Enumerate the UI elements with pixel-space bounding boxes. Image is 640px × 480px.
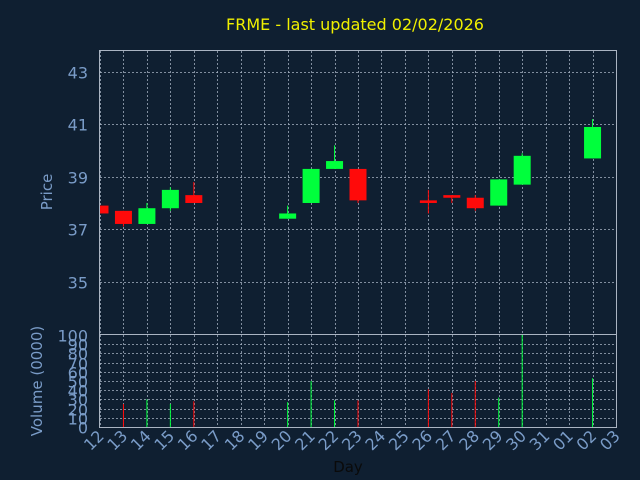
candle-body: [326, 161, 344, 169]
candle-body: [443, 195, 461, 198]
volume-tick-label: 0: [78, 419, 88, 438]
chart-title: FRME - last updated 02/02/2026: [226, 15, 484, 34]
volume-tick-label: 100: [57, 327, 88, 346]
volume-tick-label: 70: [68, 355, 88, 374]
candle-body: [100, 205, 109, 214]
candle-body: [161, 189, 179, 209]
volume-tick-label: 80: [68, 345, 88, 364]
volume-tick-label: 90: [68, 336, 88, 355]
candle-body: [490, 179, 508, 206]
volume-tick-label: 20: [68, 401, 88, 420]
candle-body: [185, 195, 203, 203]
candle-body: [302, 168, 320, 203]
volume-axis-label: Volume (0000): [28, 326, 46, 436]
candle-body: [279, 213, 297, 219]
price-tick-label: 35: [68, 274, 88, 293]
candle-body: [138, 208, 156, 224]
x-axis-ticks: 1213141516171819202122232425262728293031…: [80, 426, 624, 454]
volume-bars: [122, 335, 594, 427]
volume-tick-label: 10: [68, 410, 88, 429]
candle-body: [114, 210, 132, 224]
volume-tick-label: 50: [68, 373, 88, 392]
candlesticks: [99, 119, 602, 227]
candle-body: [584, 126, 602, 159]
price-tick-label: 41: [68, 116, 88, 135]
price-tick-label: 39: [68, 169, 88, 188]
candle-body: [513, 155, 531, 185]
volume-tick-label: 30: [68, 391, 88, 410]
price-tick-label: 37: [68, 221, 88, 240]
candle-body: [419, 200, 437, 203]
price-tick-label: 43: [68, 64, 88, 83]
volume-tick-label: 60: [68, 364, 88, 383]
volume-tick-label: 40: [68, 382, 88, 401]
price-axis-label: Price: [38, 174, 56, 211]
volume-panel-frame: [99, 334, 617, 428]
price-y-ticks: 35 37 39 41 43: [68, 64, 88, 293]
candle-body: [349, 168, 367, 201]
candle-body: [466, 197, 484, 209]
x-axis-label: Day: [333, 458, 363, 476]
